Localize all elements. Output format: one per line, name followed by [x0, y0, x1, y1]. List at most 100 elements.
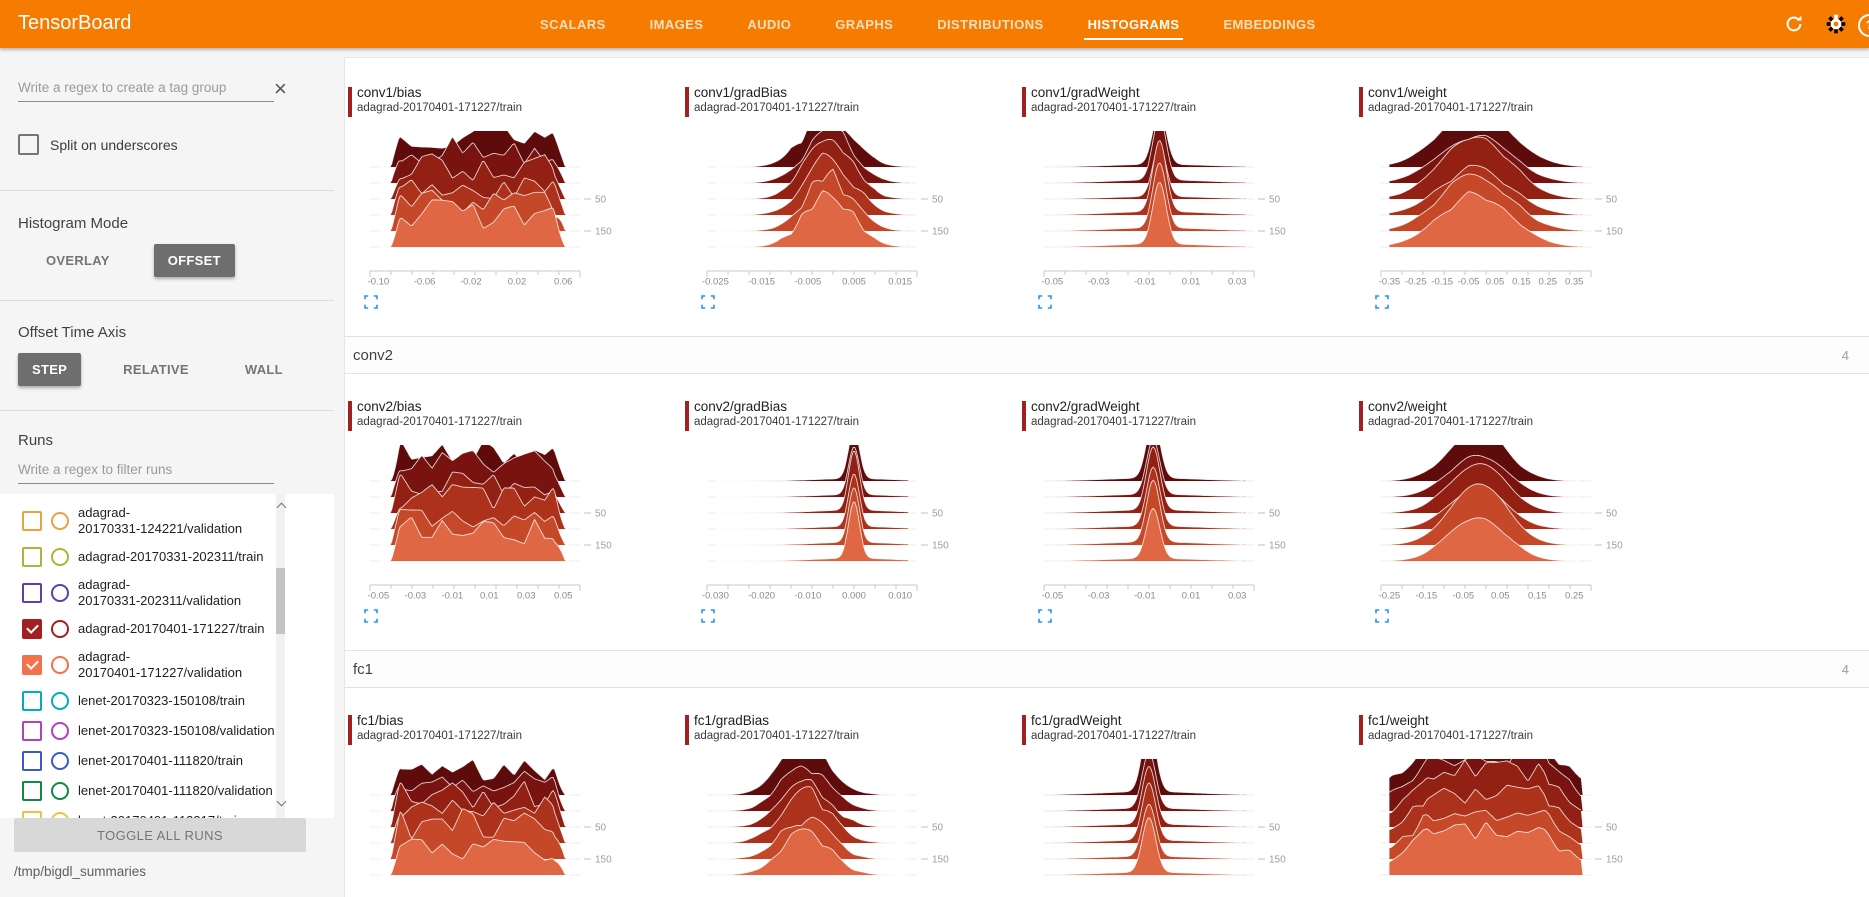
run-checkbox[interactable]	[22, 691, 42, 711]
card-tag-title: fc1/weight	[1368, 713, 1429, 728]
run-accent-bar	[1022, 87, 1026, 117]
log-directory: /tmp/bigdl_summaries	[14, 864, 147, 879]
histogram-card: fc1/gradBias adagrad-20170401-171227/trai…	[685, 713, 1022, 897]
offset-axis-step[interactable]: STEP	[18, 353, 82, 386]
run-checkbox[interactable]	[22, 619, 42, 639]
svg-text:150: 150	[932, 855, 949, 866]
card-tag-title: conv1/gradWeight	[1031, 85, 1140, 100]
expand-icon[interactable]	[364, 295, 378, 309]
svg-text:50: 50	[932, 509, 944, 520]
run-accent-bar	[1359, 401, 1363, 431]
toggle-all-runs-button[interactable]: TOGGLE ALL RUNS	[14, 818, 306, 852]
run-name: lenet-20170323-150108/train	[78, 693, 245, 708]
card-header: conv1/gradWeight adagrad-20170401-171227/…	[1022, 85, 1359, 117]
tab-embeddings[interactable]: EMBEDDINGS	[1223, 16, 1316, 32]
help-icon[interactable]: ?	[1858, 14, 1869, 37]
run-checkbox[interactable]	[22, 781, 42, 801]
run-checkbox[interactable]	[22, 583, 42, 603]
run-checkbox[interactable]	[22, 511, 42, 531]
svg-text:0.01: 0.01	[1182, 591, 1201, 602]
tag-group-count: 4	[1841, 661, 1849, 677]
tab-audio[interactable]: AUDIO	[747, 16, 792, 32]
run-item[interactable]: adagrad- 20170331-124221/validation	[0, 500, 334, 542]
tag-group-name: fc1	[353, 660, 374, 678]
histogram-mode-offset[interactable]: OFFSET	[153, 244, 235, 277]
histogram-mode-overlay[interactable]: OVERLAY	[46, 253, 110, 268]
run-item[interactable]: lenet-20170401-111820/train	[0, 746, 334, 776]
svg-text:-0.25: -0.25	[1379, 591, 1401, 602]
run-item[interactable]: lenet-20170401-111820/validation	[0, 776, 334, 806]
run-color-radio[interactable]	[51, 620, 69, 638]
svg-text:0.015: 0.015	[888, 277, 912, 288]
run-color-radio[interactable]	[51, 722, 69, 740]
card-tag-title: conv1/gradBias	[694, 85, 788, 100]
svg-text:150: 150	[1269, 227, 1286, 238]
tab-histograms[interactable]: HISTOGRAMS	[1083, 0, 1184, 48]
run-checkbox[interactable]	[22, 721, 42, 741]
run-color-radio[interactable]	[51, 752, 69, 770]
svg-text:0.05: 0.05	[1486, 277, 1505, 288]
run-color-radio[interactable]	[51, 656, 69, 674]
clear-tag-filter-icon[interactable]: ×	[274, 76, 287, 101]
run-color-radio[interactable]	[51, 692, 69, 710]
expand-icon[interactable]	[701, 295, 715, 309]
svg-text:0.15: 0.15	[1528, 591, 1547, 602]
histogram-chart: 50 150	[370, 759, 612, 876]
histogram-chart: 50 150 -0.025 -0.015 -0.005 0.005 0.015	[702, 131, 949, 288]
run-checkbox[interactable]	[22, 655, 42, 675]
run-checkbox[interactable]	[22, 751, 42, 771]
run-item[interactable]: lenet-20170323-150108/validation	[0, 716, 334, 746]
expand-icon[interactable]	[1038, 609, 1052, 623]
run-color-radio[interactable]	[51, 782, 69, 800]
run-item[interactable]: adagrad-20170401-171227/train	[0, 614, 334, 644]
svg-text:0.03: 0.03	[1228, 277, 1247, 288]
run-item[interactable]: lenet-20170401-112317/train	[0, 806, 334, 818]
run-item[interactable]: adagrad- 20170331-202311/validation	[0, 572, 334, 614]
expand-icon[interactable]	[1375, 295, 1389, 309]
tag-group-header-conv2[interactable]: conv2 4	[345, 336, 1869, 374]
run-item[interactable]: adagrad- 20170401-171227/validation	[0, 644, 334, 686]
card-header: conv1/gradBias adagrad-20170401-171227/tr…	[685, 85, 1022, 117]
histogram-chart: 50 150 -0.25 -0.15 -0.05 0.05 0.15 0.25	[1379, 445, 1623, 602]
tag-group-count: 4	[1841, 347, 1849, 363]
expand-icon[interactable]	[364, 609, 378, 623]
tab-scalars[interactable]: SCALARS	[540, 16, 606, 32]
run-accent-bar	[1022, 715, 1026, 745]
run-checkbox[interactable]	[22, 547, 42, 567]
svg-text:150: 150	[1269, 855, 1286, 866]
run-color-radio[interactable]	[51, 512, 69, 530]
svg-text:-0.01: -0.01	[1134, 277, 1156, 288]
svg-text:50: 50	[1606, 823, 1618, 834]
expand-icon[interactable]	[701, 609, 715, 623]
run-checkbox[interactable]	[22, 811, 42, 818]
run-color-radio[interactable]	[51, 548, 69, 566]
svg-text:0.02: 0.02	[508, 277, 527, 288]
run-item[interactable]: lenet-20170323-150108/train	[0, 686, 334, 716]
svg-text:0.03: 0.03	[517, 591, 536, 602]
card-tag-title: conv2/gradBias	[694, 399, 788, 414]
runs-scrollbar[interactable]	[276, 494, 285, 818]
expand-icon[interactable]	[1375, 609, 1389, 623]
expand-icon[interactable]	[1038, 295, 1052, 309]
run-item[interactable]: adagrad-20170331-202311/train	[0, 542, 334, 572]
split-underscores-checkbox[interactable]	[18, 134, 39, 155]
refresh-icon[interactable]	[1784, 14, 1804, 34]
run-accent-bar	[348, 401, 352, 431]
split-on-underscores-row[interactable]: Split on underscores	[18, 134, 178, 155]
histogram-card: conv2/gradBias adagrad-20170401-171227/tr…	[685, 399, 1022, 623]
run-color-radio[interactable]	[51, 584, 69, 602]
offset-axis-wall[interactable]: WALL	[244, 362, 283, 377]
offset-axis-relative[interactable]: RELATIVE	[123, 362, 189, 377]
card-header: fc1/weight adagrad-20170401-171227/train	[1359, 713, 1696, 745]
tab-graphs[interactable]: GRAPHS	[835, 16, 894, 32]
tag-group-header-fc1[interactable]: fc1 4	[345, 650, 1869, 688]
tab-images[interactable]: IMAGES	[649, 16, 704, 32]
run-filter-input[interactable]	[18, 458, 274, 484]
tab-distributions[interactable]: DISTRIBUTIONS	[937, 16, 1044, 32]
svg-text:-0.03: -0.03	[405, 591, 427, 602]
svg-text:50: 50	[1606, 195, 1618, 206]
tag-filter-input[interactable]	[18, 76, 274, 102]
runs-scrollbar-thumb[interactable]	[276, 568, 285, 634]
settings-icon[interactable]	[1826, 14, 1846, 34]
card-run-subtitle: adagrad-20170401-171227/train	[1031, 416, 1196, 428]
